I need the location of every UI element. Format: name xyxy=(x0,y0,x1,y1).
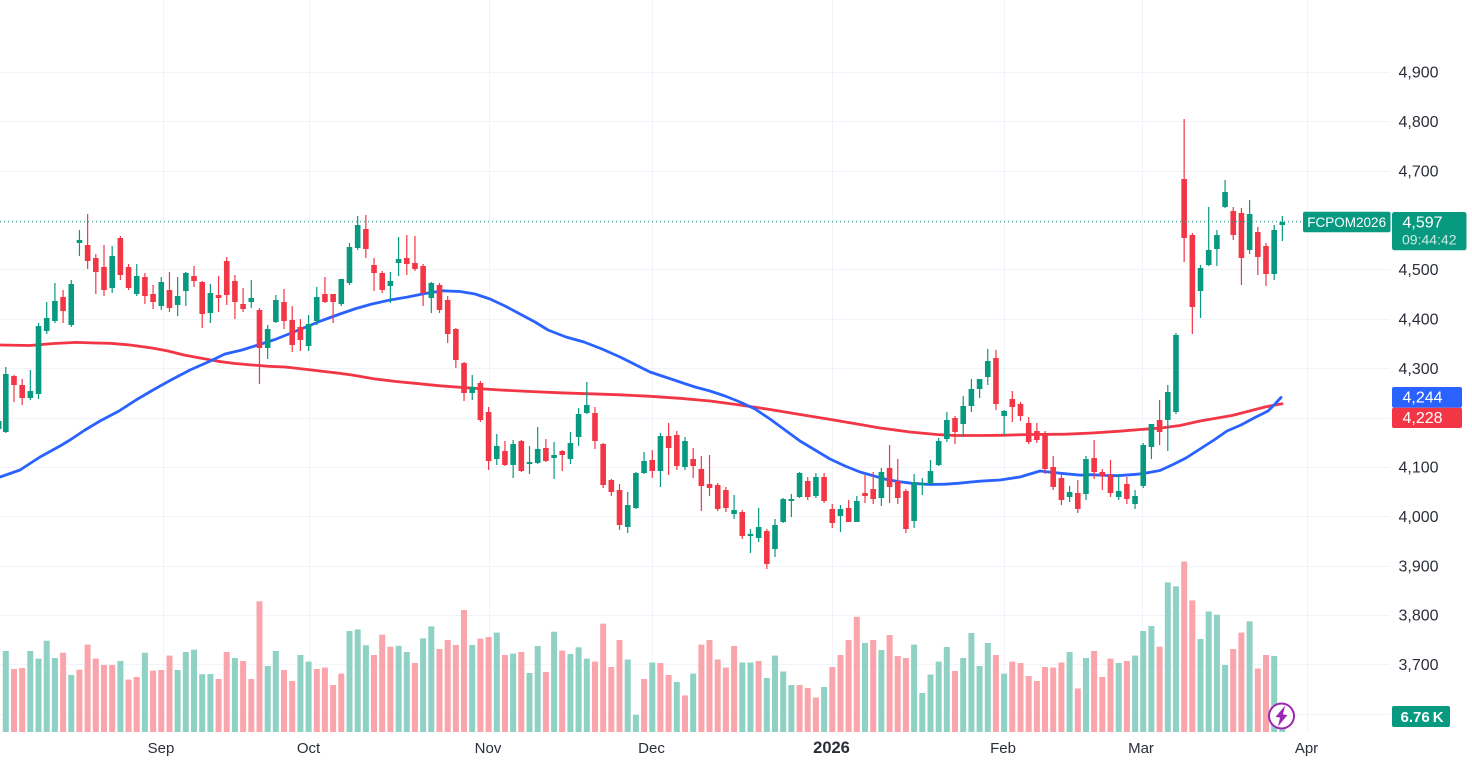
svg-text:3,700: 3,700 xyxy=(1399,657,1439,674)
svg-text:Sep: Sep xyxy=(148,740,175,757)
svg-text:4,244: 4,244 xyxy=(1403,390,1443,407)
svg-text:4,500: 4,500 xyxy=(1399,262,1439,279)
svg-text:6.76 K: 6.76 K xyxy=(1401,709,1444,726)
svg-text:09:44:42: 09:44:42 xyxy=(1402,231,1457,247)
svg-text:FCPOM2026: FCPOM2026 xyxy=(1307,215,1386,230)
svg-text:3,900: 3,900 xyxy=(1399,558,1439,575)
svg-text:4,000: 4,000 xyxy=(1399,509,1439,526)
svg-text:4,400: 4,400 xyxy=(1399,312,1439,329)
svg-text:Nov: Nov xyxy=(475,740,502,757)
svg-text:4,900: 4,900 xyxy=(1399,65,1439,82)
svg-text:4,700: 4,700 xyxy=(1399,163,1439,180)
svg-text:Apr: Apr xyxy=(1295,740,1318,757)
svg-text:4,800: 4,800 xyxy=(1399,114,1439,131)
svg-text:2026: 2026 xyxy=(813,739,850,757)
svg-text:4,597: 4,597 xyxy=(1403,215,1443,232)
svg-text:3,800: 3,800 xyxy=(1399,608,1439,625)
svg-text:Dec: Dec xyxy=(638,740,665,757)
svg-text:4,300: 4,300 xyxy=(1399,361,1439,378)
svg-text:Feb: Feb xyxy=(990,740,1016,757)
svg-text:4,100: 4,100 xyxy=(1399,460,1439,477)
svg-text:Mar: Mar xyxy=(1128,740,1154,757)
svg-text:Oct: Oct xyxy=(297,740,321,757)
svg-text:4,228: 4,228 xyxy=(1403,410,1443,427)
